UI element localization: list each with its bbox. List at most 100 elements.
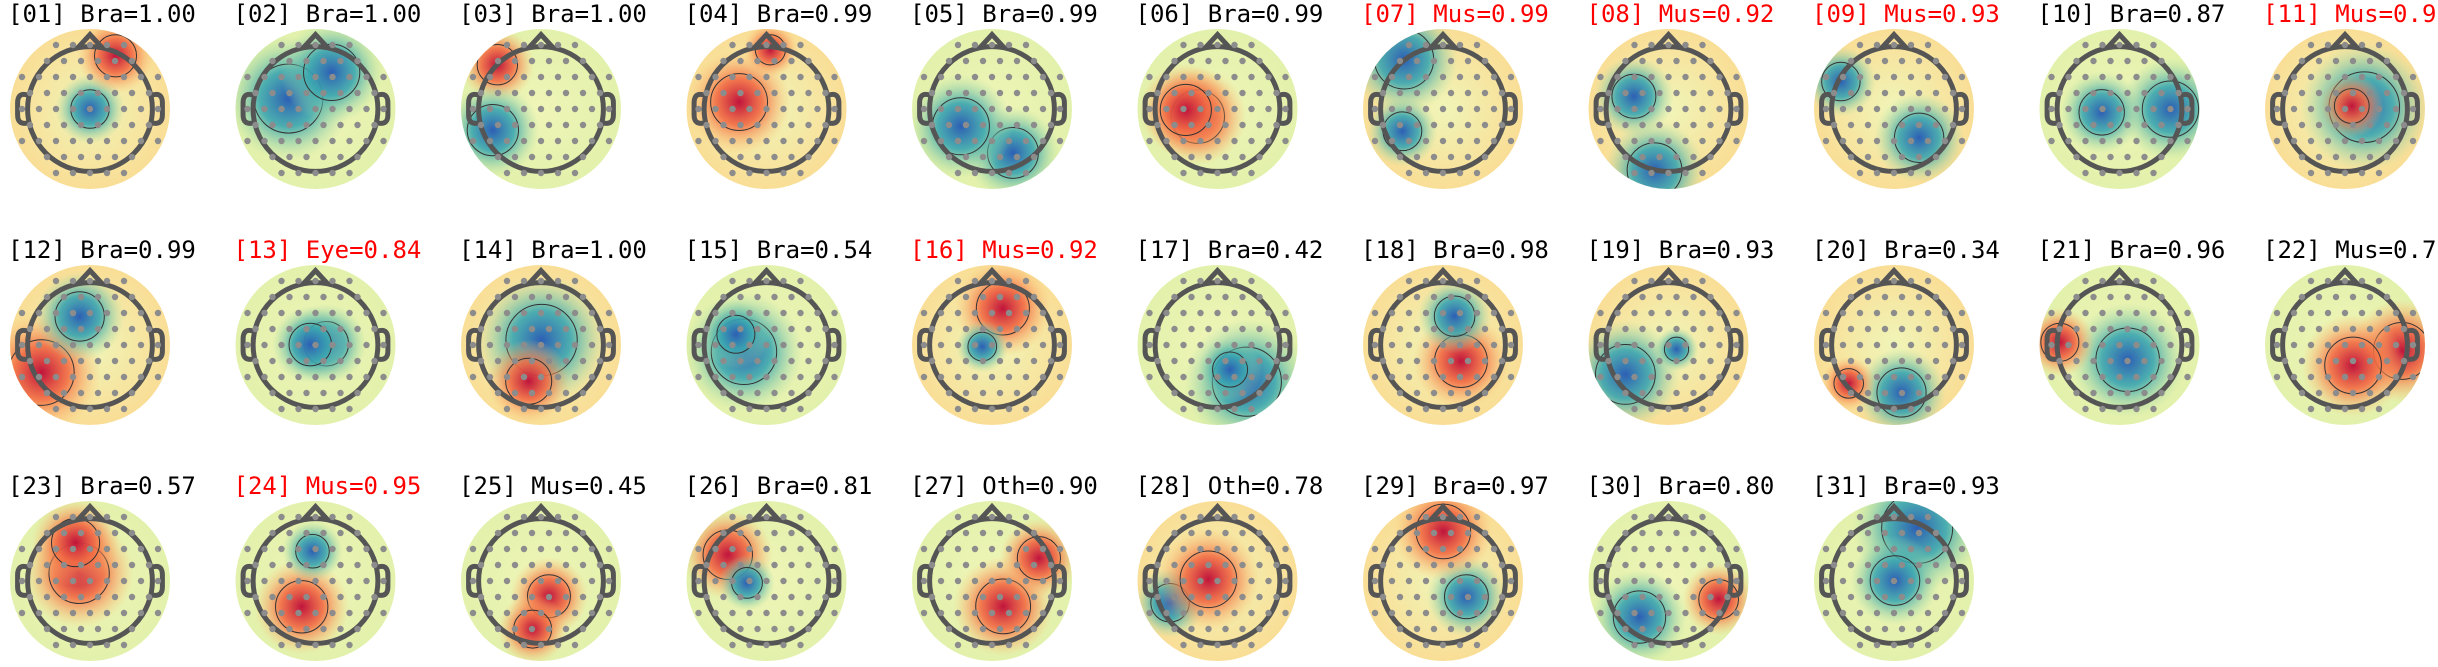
sensor [737,153,744,161]
sensor [312,169,319,177]
sensor [1958,137,1966,145]
sensor [1924,641,1932,649]
sensor [77,121,85,129]
sensor [2349,153,2357,161]
sensor [269,293,276,301]
sensor [477,121,485,129]
sensor [780,277,787,285]
sensor [754,121,761,129]
sensor [503,577,511,585]
sensor [746,373,753,381]
sensor [1949,561,1957,569]
sensor [988,609,996,617]
sensor [1690,529,1697,537]
sensor [1890,545,1898,553]
sensor [737,57,744,65]
sensor [1648,373,1655,381]
sensor [154,73,162,81]
sensor [244,137,251,145]
ear [917,563,931,598]
sensor [2056,357,2063,365]
sensor [1239,625,1246,633]
sensor [2358,105,2366,113]
sensor [588,309,596,317]
sensor [2158,389,2165,397]
sensor [1047,561,1055,569]
sensor [1188,325,1195,333]
sensor [537,277,545,285]
sensor [1830,121,1838,129]
sensor [1639,89,1646,97]
sensor [303,293,310,301]
sensor [831,545,838,553]
sensor [962,357,970,365]
sensor [2082,73,2089,81]
ear [2270,327,2284,362]
sensor [2298,153,2306,161]
sensor [979,89,987,97]
sensor [1371,373,1379,381]
sensor [1907,405,1915,413]
sensor [1490,373,1498,381]
ear [1955,91,1969,126]
sensor [329,513,336,521]
sensor [1248,341,1255,349]
sensor [1915,625,1923,633]
sensor [86,513,94,521]
sensor [2358,41,2366,49]
sensor [2307,73,2315,81]
sensor [1231,641,1238,649]
sensor [477,593,485,601]
sensor [1898,325,1906,333]
sensor [278,105,285,113]
sensor [1188,89,1195,97]
sensor [1614,577,1621,585]
sensor [1188,625,1195,633]
sensor [329,309,336,317]
sensor [945,325,953,333]
sensor [1214,405,1221,413]
sensor [1924,513,1932,521]
sensor [2366,89,2374,97]
component-label: [20] Bra=0.34 [1812,236,2000,264]
sensor [528,121,536,129]
sensor [1839,545,1847,553]
component: [16] Mus=0.92 [910,236,1098,425]
sensor [703,593,710,601]
sensor [2124,293,2131,301]
sensor [571,373,579,381]
sensor [2358,309,2366,317]
sensor [2324,41,2332,49]
ear [1142,91,1156,126]
sensor [1890,41,1898,49]
sensor [286,57,293,65]
sensor [52,169,60,177]
sensor [1154,325,1161,333]
sensor [1682,641,1689,649]
sensor [1864,325,1872,333]
topomap-blob [2301,313,2405,418]
sensor [2358,373,2366,381]
sensor [2141,357,2148,365]
sensor [1631,73,1638,81]
sensor [2383,293,2391,301]
sensor [979,561,987,569]
sensor [329,545,336,553]
ear [1955,563,1969,598]
sensor [797,373,804,381]
sensor [2082,373,2089,381]
sensor [1396,561,1404,569]
sensor [111,529,119,537]
sensor [1163,609,1170,617]
sensor [244,545,251,553]
sensor [103,373,111,381]
sensor [1890,609,1898,617]
sensor [545,293,553,301]
sensor [979,325,987,333]
sensor [43,153,51,161]
sensor [1958,609,1966,617]
sensor [1839,137,1847,145]
sensor [2141,325,2148,333]
sensor [2298,89,2306,97]
sensor [1847,89,1855,97]
